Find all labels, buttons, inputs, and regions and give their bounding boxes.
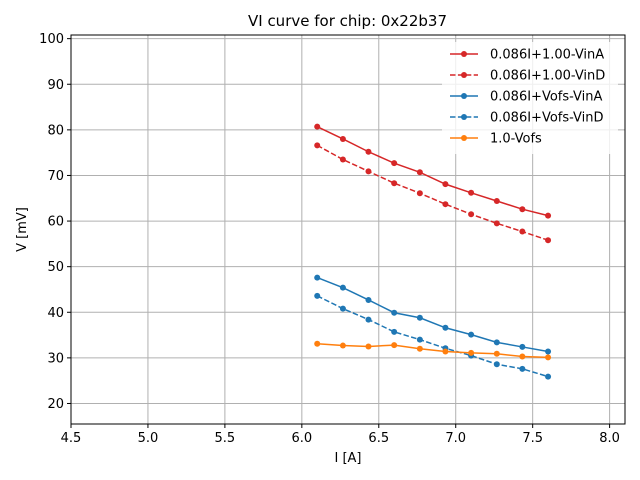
y-tick-label: 70	[47, 169, 64, 184]
series-layer	[314, 123, 552, 380]
x-axis-label: I [A]	[334, 451, 361, 466]
data-point	[339, 156, 346, 163]
plot-frame	[70, 34, 626, 425]
data-point	[339, 305, 346, 312]
legend-label: 0.086I+Vofs-VinA	[490, 90, 603, 105]
x-tick-label: 6.5	[368, 431, 389, 446]
y-tick-label: 100	[39, 32, 64, 47]
y-tick-label: 40	[47, 306, 64, 321]
data-point	[314, 340, 321, 347]
data-point	[545, 373, 552, 380]
legend-marker	[461, 51, 467, 57]
legend-label: 0.086I+Vofs-VinD	[490, 111, 604, 126]
data-point	[442, 181, 449, 188]
data-point	[442, 324, 449, 331]
data-point	[365, 316, 372, 323]
y-tick-label: 90	[47, 78, 64, 93]
legend-label: 0.086I+1.00-VinD	[490, 69, 605, 84]
data-point	[519, 353, 526, 360]
legend-marker	[461, 135, 467, 141]
data-point	[391, 309, 398, 316]
data-point	[365, 343, 372, 350]
legend-marker	[461, 93, 467, 99]
data-point	[442, 348, 449, 355]
series-line-4	[317, 342, 549, 359]
data-point	[468, 211, 475, 218]
legend-label: 1.0-Vofs	[490, 132, 542, 147]
y-tick-label: 30	[47, 351, 64, 366]
series-line-2	[316, 276, 549, 353]
data-point	[391, 342, 398, 349]
data-point	[545, 212, 552, 219]
x-tick-label: 5.0	[138, 431, 159, 446]
data-point	[365, 168, 372, 175]
data-point	[339, 284, 346, 291]
data-point	[314, 123, 321, 130]
series-line-1	[316, 144, 549, 241]
legend-box	[442, 42, 618, 154]
y-tick-label: 80	[47, 123, 64, 138]
data-point	[391, 160, 398, 167]
x-tick-label: 7.0	[445, 431, 466, 446]
x-tick-label: 7.5	[522, 431, 543, 446]
data-point	[314, 142, 321, 149]
data-point	[314, 292, 321, 299]
data-point	[468, 349, 475, 356]
y-tick-label: 20	[47, 397, 64, 412]
data-point	[493, 350, 500, 357]
data-point	[314, 274, 321, 281]
legend-marker	[461, 114, 467, 120]
data-point	[468, 189, 475, 196]
data-point	[545, 348, 552, 355]
data-point	[416, 169, 423, 176]
data-point	[468, 331, 475, 338]
data-point	[493, 339, 500, 346]
data-point	[416, 190, 423, 197]
x-tick-label: 5.5	[215, 431, 236, 446]
legend: 0.086I+1.00-VinA 0.086I+1.00-VinD 0.086I+V…	[442, 42, 618, 154]
data-point	[365, 148, 372, 155]
data-point	[545, 237, 552, 244]
data-point	[416, 314, 423, 321]
data-point	[493, 197, 500, 204]
data-point	[416, 345, 423, 352]
data-point	[391, 180, 398, 187]
legend-label: 0.086I+1.00-VinA	[490, 48, 604, 63]
x-tick-label: 6.0	[291, 431, 312, 446]
data-point	[339, 342, 346, 349]
data-point	[519, 228, 526, 235]
data-point	[519, 343, 526, 350]
data-point	[493, 361, 500, 368]
data-point	[339, 135, 346, 142]
data-point	[391, 328, 398, 335]
y-tick-label: 50	[47, 260, 64, 275]
data-point	[442, 201, 449, 208]
legend-marker	[461, 72, 467, 78]
data-point	[493, 220, 500, 227]
data-point	[365, 296, 372, 303]
chart-title: VI curve for chip: 0x22b37	[248, 12, 447, 30]
data-point	[519, 365, 526, 372]
data-point	[519, 206, 526, 213]
y-tick-label: 60	[47, 215, 64, 230]
series-line-0	[316, 125, 549, 217]
data-point	[545, 354, 552, 361]
x-tick-label: 4.5	[61, 431, 82, 446]
data-point	[416, 336, 423, 343]
series-line-3	[316, 295, 549, 378]
x-tick-label: 8.0	[599, 431, 620, 446]
axis-ticks: 4.5 5.0 5.5 6.0 6.5 7.0 7.5 8.0 20 30 40 50 60 70 80 90…	[39, 32, 620, 446]
y-axis-label: V [mV]	[15, 207, 30, 252]
